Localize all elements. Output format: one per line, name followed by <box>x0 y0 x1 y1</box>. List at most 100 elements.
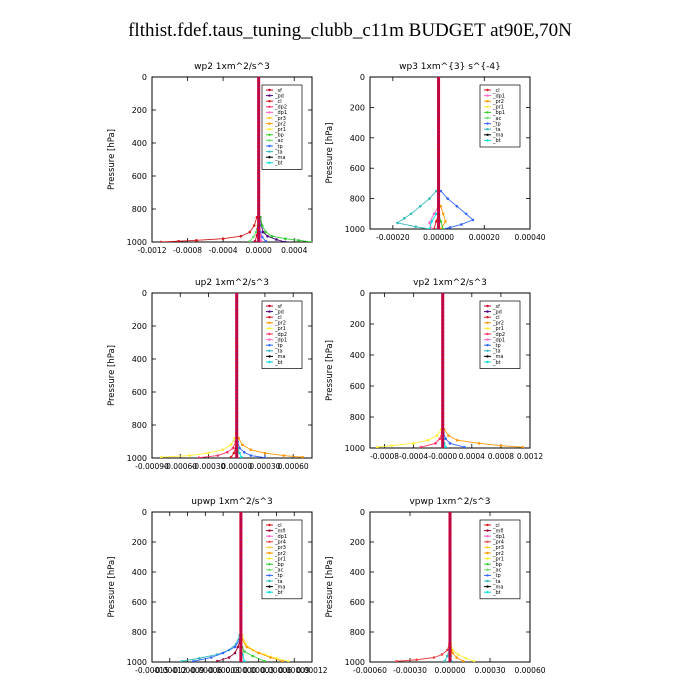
legend-entry: _pr1 <box>492 326 504 332</box>
data-point <box>159 240 163 242</box>
legend: _sf_pd_cl_dp2_dp1_pr3_pr2_pr1_bp_ac_tp_t… <box>261 84 303 170</box>
zero-profile-marker <box>437 166 440 170</box>
data-point <box>240 455 243 458</box>
data-point <box>426 438 430 442</box>
zero-profile-marker <box>235 440 239 443</box>
zero-profile-marker <box>239 551 243 555</box>
legend-marker <box>268 310 271 313</box>
zero-profile-marker <box>257 170 261 174</box>
legend-entry: _dp1 <box>274 337 287 343</box>
legend: _cl_mfl_dp1_pr4_pr3_pr2_pr1_bp_ac_tp_ta_… <box>479 519 521 600</box>
legend-entry: _dp1 <box>492 534 505 540</box>
zero-profile-marker <box>235 316 239 320</box>
zero-profile-marker <box>257 100 261 104</box>
data-point <box>434 442 437 445</box>
zero-profile-marker <box>448 574 452 578</box>
x-tick-label: 0.00030 <box>249 462 280 471</box>
zero-profile-marker <box>239 540 243 544</box>
data-point <box>239 234 243 238</box>
legend-entry: _dp2 <box>274 332 287 338</box>
x-tick-label: 0.00000 <box>221 462 252 471</box>
zero-profile-marker <box>257 186 261 190</box>
zero-profile-marker <box>239 548 243 551</box>
zero-profile-marker <box>239 626 243 630</box>
zero-profile-marker <box>235 353 239 357</box>
data-point <box>251 654 255 658</box>
zero-profile-marker <box>257 129 261 133</box>
legend-entry: _pr3 <box>274 116 286 122</box>
data-point <box>396 221 399 225</box>
data-point <box>221 237 225 240</box>
zero-profile-marker <box>239 566 243 570</box>
legend-entry: _ma <box>274 584 285 590</box>
zero-profile-marker <box>437 178 440 182</box>
legend-entry: _pr3 <box>492 545 504 551</box>
series-group <box>160 293 304 458</box>
zero-profile-marker <box>235 336 239 340</box>
legend-marker <box>486 332 489 336</box>
zero-profile-marker <box>448 645 452 649</box>
data-point <box>446 648 449 652</box>
data-point <box>248 230 252 234</box>
zero-profile-marker <box>441 423 445 427</box>
data-point <box>260 224 264 227</box>
data-point <box>264 230 268 234</box>
chart-up2: up2 1xm^2/s^3 Pressure [hPa] 0 200 400 600 800… <box>107 278 313 471</box>
legend-marker <box>486 316 489 319</box>
zero-profile-marker <box>441 400 445 403</box>
legend-marker <box>268 133 271 136</box>
data-point <box>415 658 418 662</box>
data-point <box>438 437 442 441</box>
legend-marker <box>486 355 489 358</box>
legend-entry: _ta <box>492 127 501 133</box>
legend-marker <box>486 540 489 543</box>
x-tick-label: -0.0000 <box>428 452 457 461</box>
legend-marker <box>268 88 271 92</box>
zero-profile-marker <box>235 293 239 295</box>
zero-profile-marker <box>437 102 440 105</box>
data-point <box>207 451 210 455</box>
legend-marker <box>486 529 489 532</box>
chart-title: wp2 1xm^2/s^3 <box>194 62 270 72</box>
series-line_pr1 <box>450 643 475 662</box>
legend: _cl_dp1_pr2_pr1_bp1_ac_tp_ta_ma_bt <box>479 84 521 148</box>
y-tick-label: 600 <box>350 164 365 173</box>
zero-profile-marker <box>239 544 243 548</box>
legend-marker <box>268 535 271 538</box>
legend-entry: _ac <box>274 568 284 574</box>
data-point <box>216 454 220 457</box>
legend-entry: _bt <box>274 161 283 167</box>
data-point <box>257 651 260 655</box>
zero-profile-marker <box>239 641 243 645</box>
legend-marker <box>268 574 271 577</box>
y-tick-label: 0 <box>360 508 365 517</box>
zero-profile-marker <box>239 555 243 559</box>
zero-profile-marker <box>437 197 440 201</box>
data-point <box>249 448 253 452</box>
series-line_cl <box>160 217 258 242</box>
zero-profile-marker <box>448 626 452 630</box>
x-tick-label: -0.00012 <box>153 666 187 675</box>
legend-marker <box>268 585 271 588</box>
data-point <box>266 234 269 238</box>
data-point <box>455 204 459 208</box>
y-tick-label: 200 <box>132 106 147 115</box>
legend-marker <box>486 116 489 120</box>
zero-profile-marker <box>448 570 452 574</box>
data-point <box>180 659 183 662</box>
series-group <box>395 512 476 662</box>
zero-profile-marker <box>257 236 261 240</box>
data-point <box>227 656 231 659</box>
legend-marker <box>268 591 271 594</box>
zero-profile-marker <box>441 361 445 365</box>
zero-profile-marker <box>235 320 239 324</box>
zero-profile-marker <box>441 434 445 438</box>
legend-marker <box>486 360 489 364</box>
zero-profile-marker <box>257 215 261 219</box>
series-line_tp <box>440 190 474 229</box>
zero-profile-marker <box>239 608 243 611</box>
zero-profile-marker <box>235 448 239 452</box>
data-point <box>286 659 290 662</box>
y-tick-label: 1000 <box>127 658 147 667</box>
series-line_tp <box>443 432 465 448</box>
